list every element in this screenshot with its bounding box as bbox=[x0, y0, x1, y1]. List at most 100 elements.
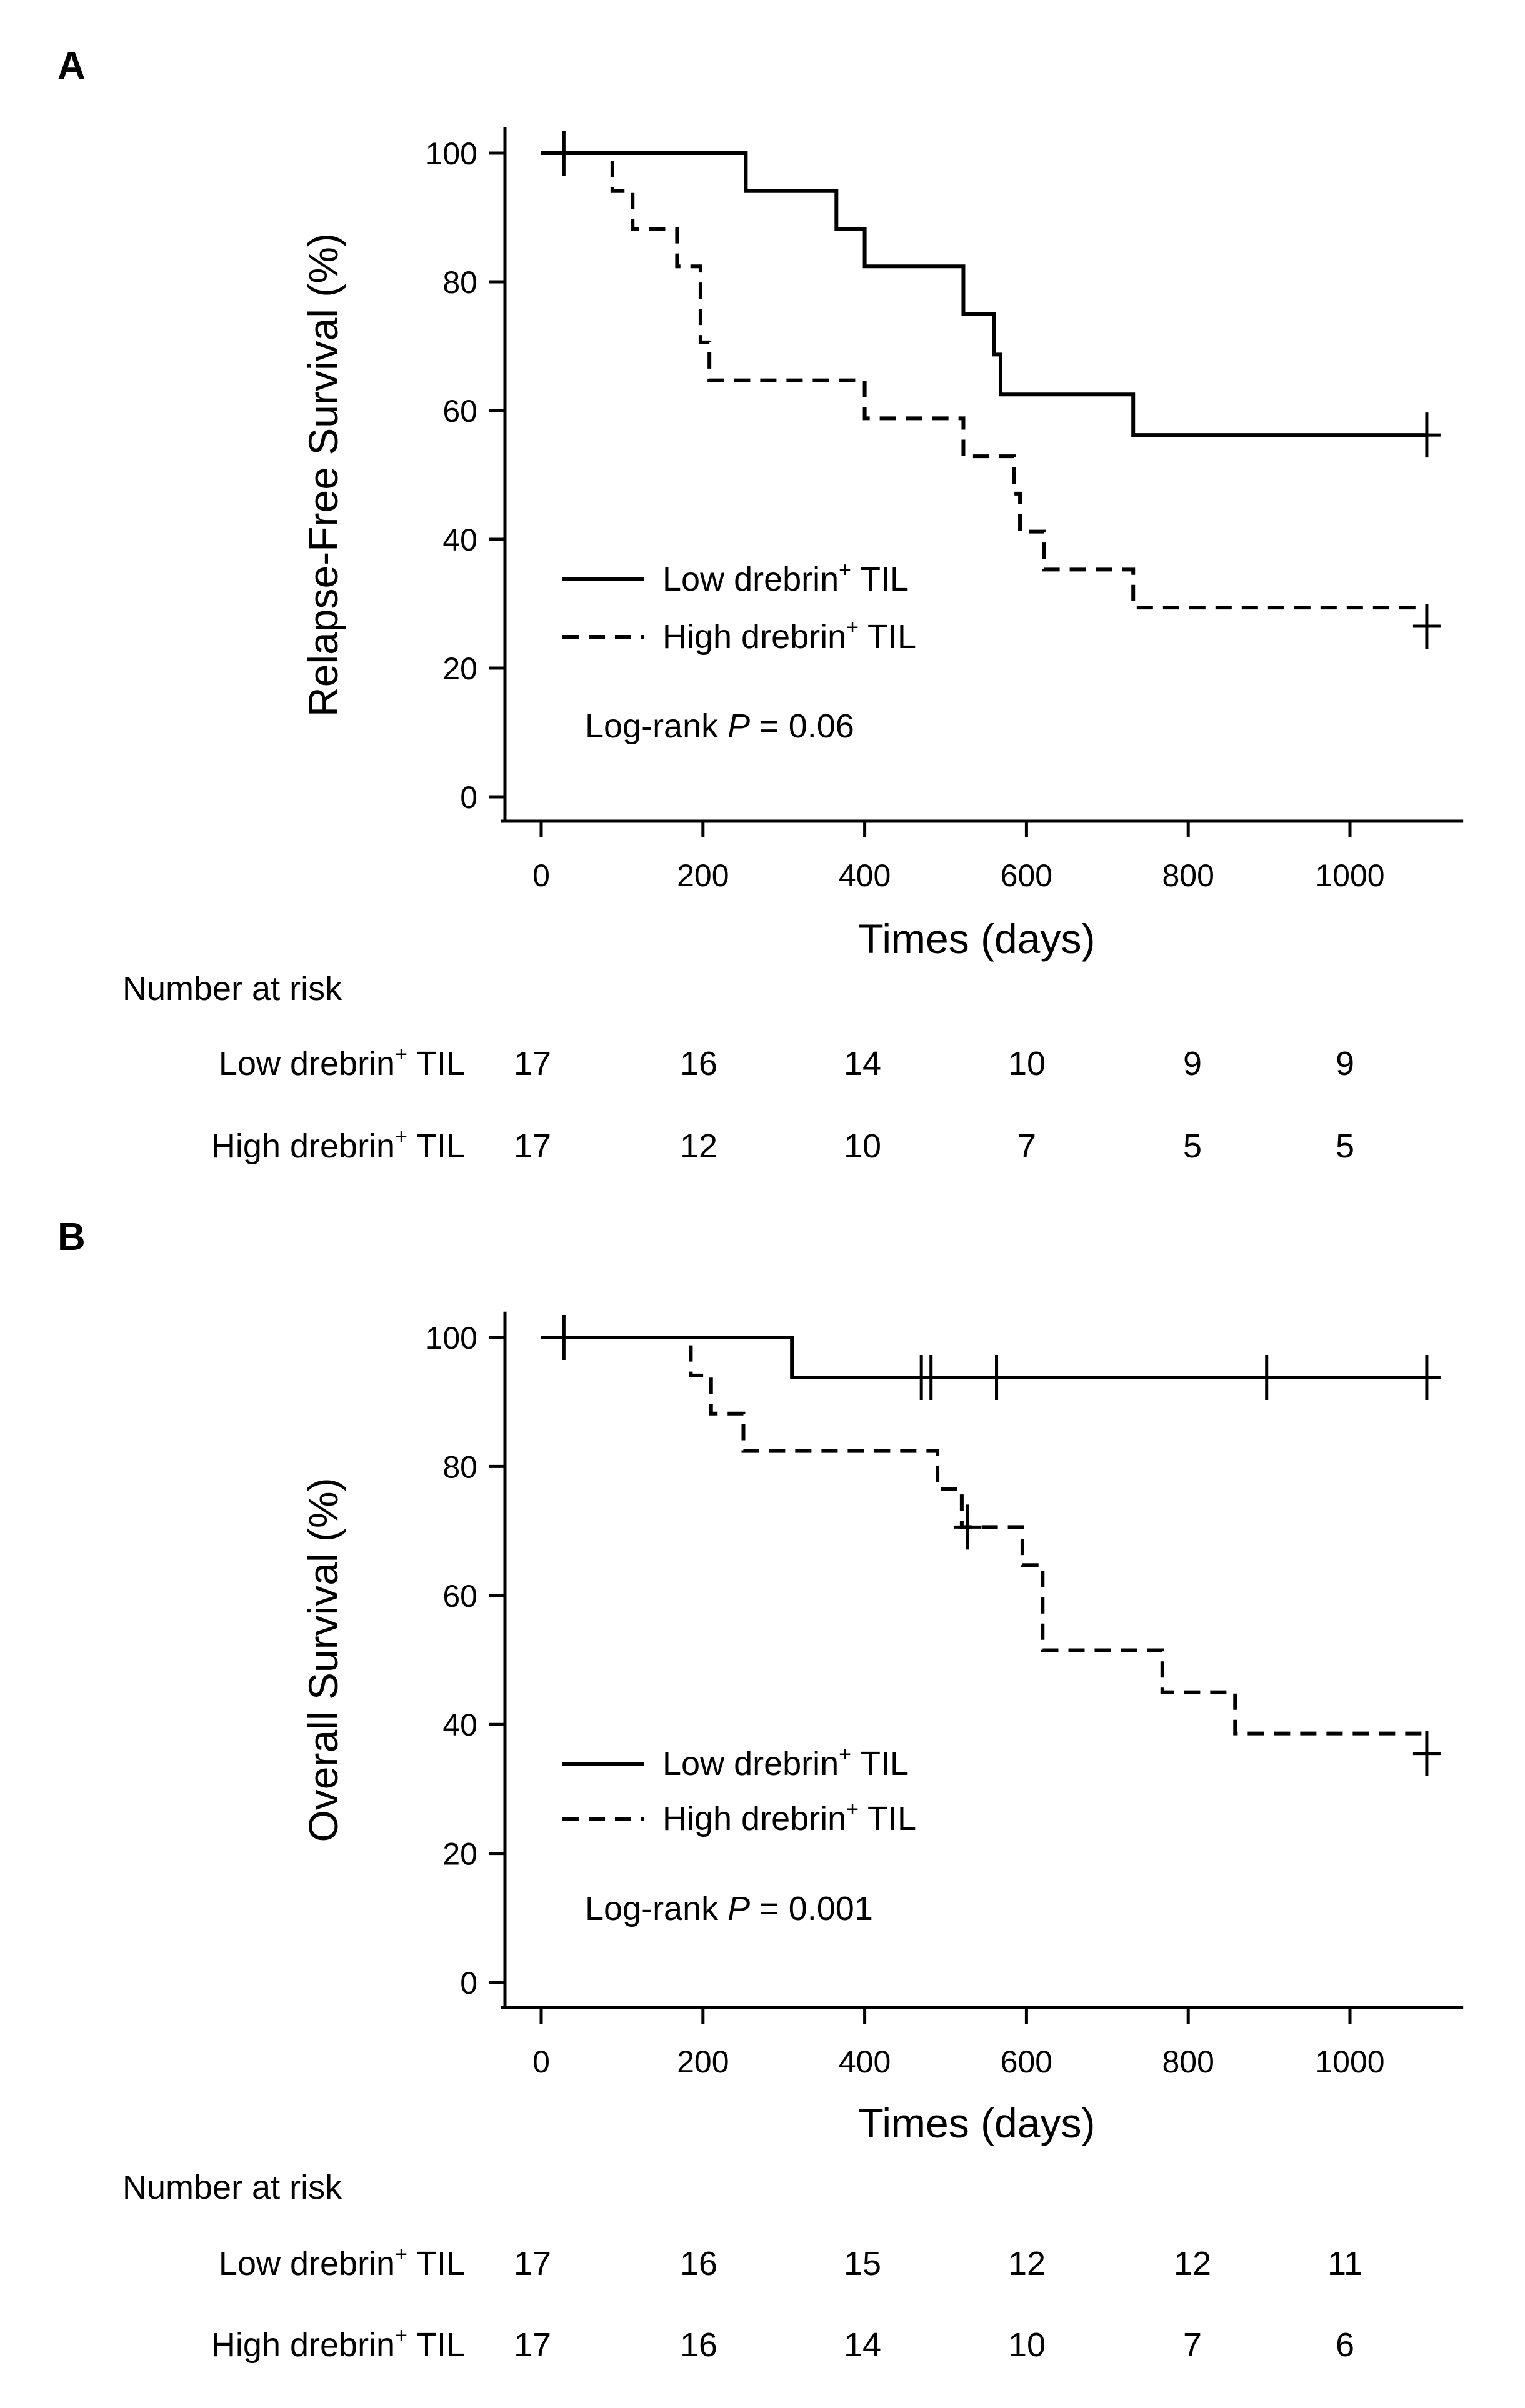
legend-label: High drebrin bbox=[662, 618, 846, 656]
y-tick-label: 0 bbox=[460, 1966, 478, 2001]
y-tick-label: 100 bbox=[426, 1321, 478, 1356]
x-tick-label: 600 bbox=[1001, 2044, 1052, 2079]
logrank-annotation: Log-rank P = 0.06 bbox=[585, 707, 854, 745]
x-tick-label: 800 bbox=[1162, 858, 1214, 893]
risk-table-header: Number at risk bbox=[122, 2169, 342, 2206]
risk-count: 12 bbox=[1008, 2245, 1046, 2282]
y-tick-label: 20 bbox=[442, 1837, 478, 1872]
x-tick-label: 600 bbox=[1001, 858, 1052, 893]
legend-entry-low: Low drebrin+ TIL bbox=[662, 558, 909, 598]
x-axis-title: Times (days) bbox=[859, 2100, 1096, 2146]
risk-count: 17 bbox=[514, 2245, 551, 2282]
risk-row-label: Low drebrin+ TIL bbox=[219, 1042, 465, 1082]
logrank-prefix: Log-rank bbox=[585, 1890, 728, 1927]
risk-count: 9 bbox=[1336, 1045, 1354, 1082]
y-tick-label: 60 bbox=[442, 394, 478, 429]
x-tick-label: 1000 bbox=[1315, 2044, 1384, 2079]
risk-row-superscript: + bbox=[395, 1125, 408, 1149]
risk-count: 17 bbox=[514, 1045, 551, 1082]
legend-label: Low drebrin bbox=[662, 1745, 839, 1782]
logrank-annotation: Log-rank P = 0.001 bbox=[585, 1890, 873, 1927]
risk-row-label: High drebrin+ TIL bbox=[211, 1125, 465, 1165]
survival-curve-high bbox=[541, 1336, 1427, 1736]
risk-row-label: High drebrin+ TIL bbox=[211, 2324, 465, 2364]
survival-curve-low bbox=[541, 151, 1427, 437]
y-tick-label: 40 bbox=[442, 522, 478, 557]
risk-row-label-text: Low drebrin bbox=[219, 1045, 395, 1082]
y-tick-label: 80 bbox=[442, 1449, 478, 1484]
risk-row-superscript: + bbox=[395, 2242, 408, 2266]
risk-count: 5 bbox=[1336, 1127, 1354, 1165]
risk-row-superscript: + bbox=[395, 1042, 408, 1066]
x-tick-label: 400 bbox=[839, 2044, 891, 2079]
x-tick-label: 200 bbox=[677, 2044, 729, 2079]
risk-count: 11 bbox=[1328, 2245, 1362, 2282]
risk-count: 16 bbox=[680, 2326, 718, 2364]
risk-count: 12 bbox=[680, 1127, 718, 1165]
risk-count: 7 bbox=[1018, 1127, 1036, 1165]
panel-letter: A bbox=[58, 44, 86, 87]
x-tick-label: 0 bbox=[532, 858, 550, 893]
risk-row-suffix: TIL bbox=[408, 1045, 465, 1082]
risk-count: 14 bbox=[844, 1045, 881, 1082]
risk-count: 5 bbox=[1183, 1127, 1202, 1165]
x-axis-title: Times (days) bbox=[859, 916, 1096, 962]
legend-superscript: + bbox=[846, 1797, 859, 1821]
x-tick-label: 800 bbox=[1162, 2044, 1214, 2079]
x-tick-label: 0 bbox=[532, 2044, 550, 2079]
legend-superscript: + bbox=[839, 1742, 851, 1766]
legend-suffix: TIL bbox=[851, 1745, 909, 1782]
y-tick-label: 0 bbox=[460, 780, 478, 815]
logrank-prefix: Log-rank bbox=[585, 707, 728, 745]
legend-entry-high: High drebrin+ TIL bbox=[662, 616, 916, 656]
risk-count: 14 bbox=[844, 2326, 881, 2364]
risk-row-suffix: TIL bbox=[408, 2245, 465, 2282]
y-axis-title: Overall Survival (%) bbox=[300, 1477, 346, 1842]
risk-count: 12 bbox=[1174, 2245, 1211, 2282]
risk-count: 10 bbox=[1008, 2326, 1046, 2364]
risk-count: 16 bbox=[680, 2245, 718, 2282]
y-tick-label: 20 bbox=[442, 651, 478, 686]
risk-row-suffix: TIL bbox=[408, 1127, 465, 1165]
y-axis-title: Relapse-Free Survival (%) bbox=[300, 233, 346, 717]
risk-count: 10 bbox=[844, 1127, 881, 1165]
risk-count: 6 bbox=[1336, 2326, 1354, 2364]
risk-count: 16 bbox=[680, 1045, 718, 1082]
risk-count: 7 bbox=[1183, 2326, 1202, 2364]
survival-curve-high bbox=[541, 151, 1427, 610]
x-tick-label: 400 bbox=[839, 858, 891, 893]
risk-row-label: Low drebrin+ TIL bbox=[219, 2242, 465, 2282]
survival-curve-low bbox=[541, 1336, 1427, 1379]
legend-superscript: + bbox=[846, 616, 859, 639]
x-tick-label: 1000 bbox=[1315, 858, 1384, 893]
logrank-value: = 0.06 bbox=[750, 707, 854, 745]
risk-row-superscript: + bbox=[395, 2324, 408, 2347]
logrank-p: P bbox=[728, 1890, 750, 1927]
risk-table-header: Number at risk bbox=[122, 970, 342, 1007]
risk-count: 15 bbox=[844, 2245, 881, 2282]
risk-row-label-text: High drebrin bbox=[211, 1127, 395, 1165]
legend-label: Low drebrin bbox=[662, 561, 839, 598]
logrank-p: P bbox=[728, 707, 750, 745]
risk-count: 17 bbox=[514, 2326, 551, 2364]
legend-label: High drebrin bbox=[662, 1800, 846, 1837]
panel-letter: B bbox=[58, 1216, 86, 1259]
risk-row-suffix: TIL bbox=[408, 2326, 465, 2364]
y-tick-label: 80 bbox=[442, 265, 478, 300]
y-tick-label: 100 bbox=[426, 136, 478, 171]
legend-suffix: TIL bbox=[859, 1800, 916, 1837]
legend-suffix: TIL bbox=[859, 618, 916, 656]
legend-superscript: + bbox=[839, 558, 851, 582]
risk-count: 9 bbox=[1183, 1045, 1202, 1082]
risk-row-label-text: Low drebrin bbox=[219, 2245, 395, 2282]
legend-entry-high: High drebrin+ TIL bbox=[662, 1797, 916, 1837]
risk-row-label-text: High drebrin bbox=[211, 2326, 395, 2364]
x-tick-label: 200 bbox=[677, 858, 729, 893]
y-tick-label: 40 bbox=[442, 1707, 478, 1742]
risk-count: 10 bbox=[1008, 1045, 1046, 1082]
legend-suffix: TIL bbox=[851, 561, 909, 598]
risk-count: 17 bbox=[514, 1127, 551, 1165]
